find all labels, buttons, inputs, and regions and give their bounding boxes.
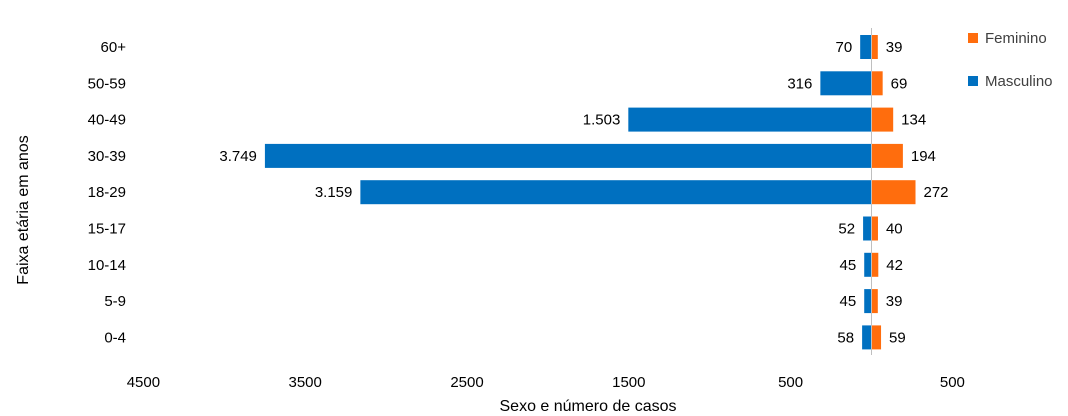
value-label-feminino-18-29: 272 bbox=[924, 184, 949, 201]
x-tick-label: 1500 bbox=[612, 374, 645, 391]
value-label-masculino-0-4: 58 bbox=[837, 329, 854, 346]
bar-masculino-5-9 bbox=[864, 289, 872, 314]
value-label-feminino-60plus: 39 bbox=[886, 39, 903, 56]
y-tick-label: 5-9 bbox=[104, 293, 126, 310]
y-tick-label: 60+ bbox=[101, 39, 127, 56]
value-label-feminino-50-59: 69 bbox=[891, 75, 908, 92]
x-tick-label: 500 bbox=[940, 374, 965, 391]
x-axis-title: Sexo e número de casos bbox=[500, 398, 677, 415]
bar-feminino-18-29 bbox=[871, 180, 916, 205]
y-axis-title: Faixa etária em anos bbox=[15, 135, 32, 284]
value-label-masculino-50-59: 316 bbox=[787, 75, 812, 92]
x-tick-label: 4500 bbox=[127, 374, 160, 391]
bar-masculino-10-14 bbox=[864, 252, 872, 277]
value-label-feminino-40-49: 134 bbox=[901, 112, 926, 129]
bar-masculino-50-59 bbox=[820, 71, 872, 96]
value-label-masculino-18-29: 3.159 bbox=[315, 184, 353, 201]
bars-group bbox=[264, 35, 916, 350]
value-label-feminino-15-17: 40 bbox=[886, 221, 903, 238]
bar-masculino-30-39 bbox=[264, 143, 872, 168]
value-label-feminino-5-9: 39 bbox=[886, 293, 903, 310]
legend: Feminino Masculino bbox=[968, 30, 1053, 90]
y-tick-label: 30-39 bbox=[88, 148, 126, 165]
value-label-masculino-60plus: 70 bbox=[835, 39, 852, 56]
bar-feminino-5-9 bbox=[871, 289, 878, 314]
y-tick-label: 18-29 bbox=[88, 184, 126, 201]
bar-masculino-0-4 bbox=[862, 325, 872, 350]
bar-masculino-60plus bbox=[860, 35, 872, 59]
x-tick-label: 2500 bbox=[450, 374, 483, 391]
x-axis-ticks: 4500 3500 2500 1500 500 500 bbox=[127, 374, 965, 391]
value-label-masculino-5-9: 45 bbox=[840, 293, 857, 310]
bar-feminino-30-39 bbox=[871, 143, 903, 168]
bar-masculino-15-17 bbox=[863, 216, 872, 241]
y-tick-label: 10-14 bbox=[88, 257, 126, 274]
value-label-masculino-15-17: 52 bbox=[838, 221, 855, 238]
y-tick-label: 0-4 bbox=[104, 329, 126, 346]
bar-masculino-40-49 bbox=[628, 107, 872, 132]
value-label-masculino-30-39: 3.749 bbox=[219, 148, 257, 165]
bar-feminino-50-59 bbox=[871, 71, 883, 96]
legend-swatch-masculino bbox=[968, 76, 978, 86]
legend-swatch-feminino bbox=[968, 33, 978, 43]
y-tick-label: 50-59 bbox=[88, 75, 126, 92]
value-label-masculino-10-14: 45 bbox=[840, 257, 857, 274]
bar-feminino-40-49 bbox=[871, 107, 894, 132]
y-tick-label: 15-17 bbox=[88, 221, 126, 238]
bar-feminino-60plus bbox=[871, 35, 878, 59]
legend-label-masculino: Masculino bbox=[985, 73, 1053, 90]
x-tick-label: 3500 bbox=[289, 374, 322, 391]
value-label-feminino-10-14: 42 bbox=[886, 257, 903, 274]
legend-label-feminino: Feminino bbox=[985, 30, 1047, 47]
x-tick-label: 500 bbox=[778, 374, 803, 391]
value-labels-group: 70 39 316 69 1.503 134 3.749 194 3.159 272 52 40 45 4… bbox=[219, 39, 948, 346]
y-axis-ticks: 60+ 50-59 40-49 30-39 18-29 15-17 10-14 5-9 0-4 bbox=[88, 39, 127, 346]
value-label-masculino-40-49: 1.503 bbox=[583, 112, 621, 129]
bar-feminino-10-14 bbox=[871, 252, 879, 277]
value-label-feminino-0-4: 59 bbox=[889, 329, 906, 346]
bar-feminino-0-4 bbox=[871, 325, 882, 350]
bar-feminino-15-17 bbox=[871, 216, 878, 241]
value-label-feminino-30-39: 194 bbox=[911, 148, 936, 165]
y-tick-label: 40-49 bbox=[88, 112, 126, 129]
bar-masculino-18-29 bbox=[360, 180, 872, 205]
